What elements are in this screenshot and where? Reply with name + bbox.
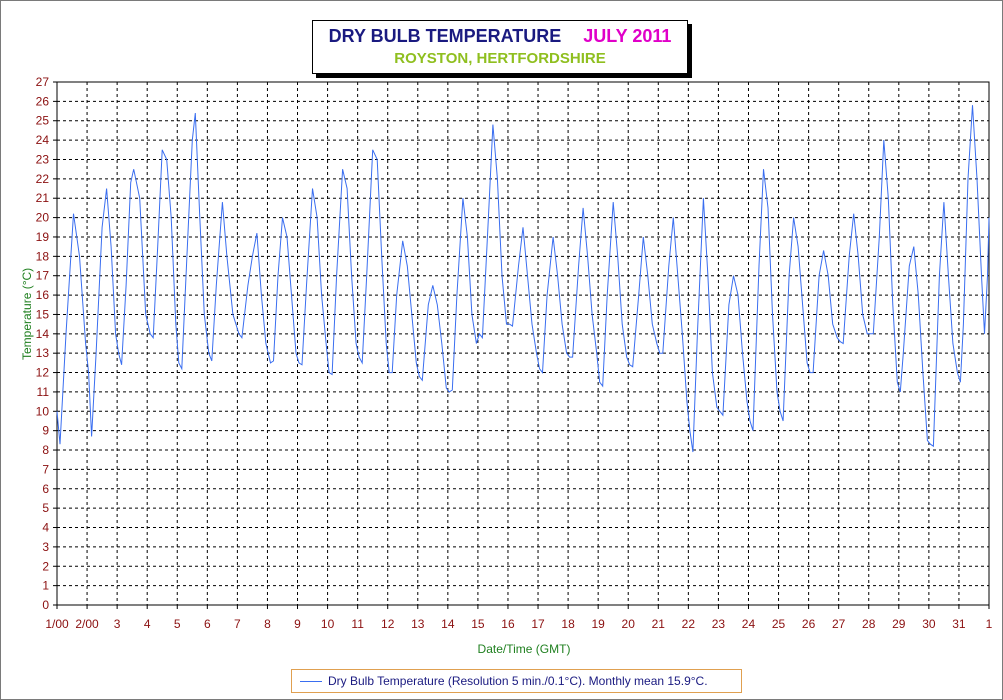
x-tick-label: 4: [144, 617, 151, 631]
x-tick-label: 28: [862, 617, 876, 631]
x-tick-label: 19: [591, 617, 605, 631]
legend: Dry Bulb Temperature (Resolution 5 min./…: [291, 669, 742, 693]
x-tick-label: 9: [294, 617, 301, 631]
y-tick-label: 11: [37, 385, 50, 399]
y-tick-label: 15: [36, 307, 50, 321]
x-tick-label: 22: [682, 617, 696, 631]
y-tick-label: 14: [36, 327, 50, 341]
x-tick-label: 10: [321, 617, 335, 631]
x-tick-label: 2/00: [75, 617, 99, 631]
y-tick-label: 1: [42, 579, 49, 593]
x-tick-label: 30: [922, 617, 936, 631]
x-tick-label: 1: [986, 617, 993, 631]
y-tick-label: 9: [42, 424, 49, 438]
y-tick-label: 6: [42, 482, 49, 496]
y-tick-label: 22: [36, 172, 50, 186]
y-tick-label: 12: [36, 366, 50, 380]
y-axis-ticks: 0123456789101112131415161718192021222324…: [36, 75, 57, 612]
x-tick-label: 21: [652, 617, 666, 631]
y-tick-label: 27: [36, 75, 50, 89]
title-line: DRY BULB TEMPERATURE JULY 2011: [313, 26, 687, 47]
y-tick-label: 16: [36, 288, 50, 302]
title-box: DRY BULB TEMPERATURE JULY 2011 ROYSTON, H…: [312, 20, 688, 74]
x-tick-label: 15: [471, 617, 485, 631]
y-tick-label: 17: [36, 269, 50, 283]
y-tick-label: 0: [42, 598, 49, 612]
y-tick-label: 10: [36, 404, 50, 418]
x-tick-label: 6: [204, 617, 211, 631]
x-tick-label: 26: [802, 617, 816, 631]
x-tick-label: 18: [561, 617, 575, 631]
x-tick-label: 17: [531, 617, 545, 631]
x-tick-label: 14: [441, 617, 455, 631]
x-tick-label: 31: [952, 617, 966, 631]
y-tick-label: 7: [42, 462, 49, 476]
x-tick-label: 8: [264, 617, 271, 631]
x-tick-label: 24: [742, 617, 756, 631]
x-tick-label: 16: [501, 617, 515, 631]
x-tick-label: 29: [892, 617, 906, 631]
y-tick-label: 24: [36, 133, 50, 147]
y-tick-label: 18: [36, 249, 50, 263]
y-tick-label: 3: [42, 540, 49, 554]
series-layer: [56, 105, 990, 453]
y-tick-label: 13: [36, 346, 50, 360]
y-tick-label: 25: [36, 114, 50, 128]
y-tick-label: 20: [36, 211, 50, 225]
x-axis-ticks: 1/00 2/00 3 4 5 6 7 8 9 10 11 12 13 14 15 16 17 18 19 20 21 2…: [45, 605, 993, 631]
legend-label: Dry Bulb Temperature (Resolution 5 min./…: [328, 674, 708, 688]
y-axis-label: Temperature (°C): [20, 267, 34, 360]
y-tick-label: 5: [42, 501, 49, 515]
x-tick-label: 1/00: [45, 617, 69, 631]
y-tick-label: 21: [36, 191, 50, 205]
y-tick-label: 23: [36, 152, 50, 166]
y-tick-label: 26: [36, 94, 50, 108]
grid: [57, 82, 989, 605]
x-tick-label: 7: [234, 617, 241, 631]
x-tick-label: 12: [381, 617, 395, 631]
legend-swatch: [300, 681, 322, 682]
chart-title: DRY BULB TEMPERATURE: [328, 26, 562, 46]
x-tick-label: 11: [351, 617, 364, 631]
x-tick-label: 25: [772, 617, 786, 631]
chart-title-month: JULY 2011: [583, 26, 672, 46]
plot-area: [56, 81, 990, 606]
x-tick-label: 5: [174, 617, 181, 631]
x-tick-label: 23: [712, 617, 726, 631]
y-tick-label: 2: [42, 559, 49, 573]
x-tick-label: 20: [622, 617, 636, 631]
x-tick-label: 27: [832, 617, 846, 631]
chart-subtitle: ROYSTON, HERTFORDSHIRE: [394, 50, 606, 67]
y-tick-label: 4: [42, 521, 49, 535]
x-tick-label: 13: [411, 617, 425, 631]
series-line: [56, 105, 990, 453]
x-axis-label: Date/Time (GMT): [477, 642, 571, 656]
y-tick-label: 8: [42, 443, 49, 457]
y-tick-label: 19: [36, 230, 50, 244]
x-tick-label: 3: [114, 617, 121, 631]
